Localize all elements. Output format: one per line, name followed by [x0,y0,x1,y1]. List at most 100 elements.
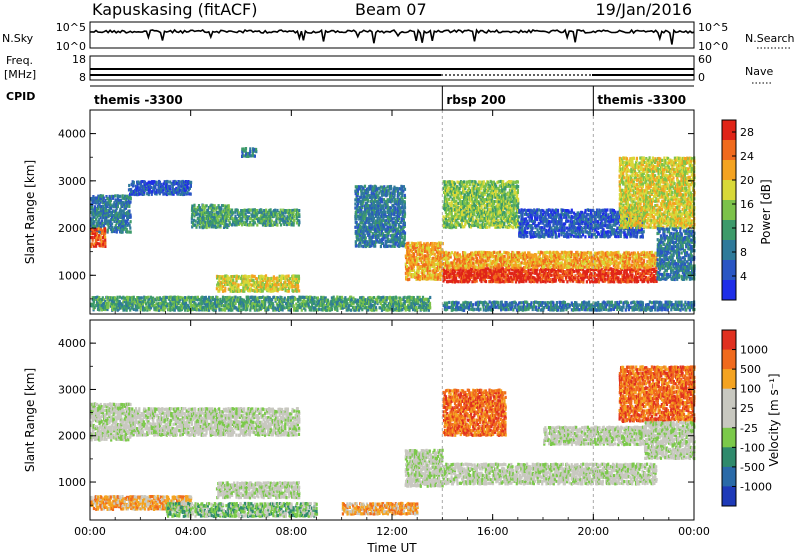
range-gate-cell [338,295,341,299]
range-gate-cell [206,208,210,212]
range-gate-cell [280,278,283,282]
range-gate-cell [221,303,224,308]
range-gate-cell [188,300,191,304]
range-gate-cell [196,295,199,299]
range-gate-cell [118,295,121,299]
range-gate-cell [98,234,101,238]
range-gate-cell [280,218,283,222]
range-gate-cell [106,222,109,226]
range-gate-cell [394,206,397,210]
range-gate-cell [292,289,295,293]
range-gate-cell [166,190,169,194]
range-gate-cell [115,211,118,215]
range-gate-cell [152,304,155,308]
range-gate-cell [203,208,206,212]
range-gate-cell [226,305,229,310]
range-gate-cell [332,295,335,299]
range-gate-cell [366,306,369,310]
range-gate-cell [217,223,220,227]
range-gate-cell [191,208,195,212]
range-gate-cell [236,285,239,289]
range-gate-cell [301,295,304,299]
range-gate-cell [115,217,118,221]
range-gate-cell [147,184,150,189]
range-gate-cell [244,281,247,285]
range-gate-cell [218,306,221,310]
range-gate-cell [97,229,100,233]
range-gate-cell [115,213,118,217]
range-gate-cell [214,308,217,312]
range-gate-cell [292,274,295,278]
range-gate-cell [227,279,230,283]
range-gate-cell [282,221,285,225]
range-gate-cell [136,180,139,184]
range-gate-cell [231,223,234,227]
range-gate-cell [292,304,295,308]
range-gate-cell [369,302,372,306]
range-gate-cell [147,191,150,195]
range-gate-cell [439,277,442,281]
range-gate-cell [281,298,284,302]
range-gate-cell [331,302,335,306]
range-gate-cell [205,301,208,306]
range-gate-cell [228,208,231,212]
range-gate-cell [247,281,251,285]
range-gate-cell [297,274,300,278]
range-gate-cell [345,306,348,310]
range-gate-cell [337,299,340,303]
range-gate-cell [177,299,180,303]
range-gate-cell [103,206,106,211]
range-gate-cell [253,215,256,219]
range-gate-cell [289,308,292,312]
range-gate-cell [234,214,237,218]
range-gate-cell [124,206,128,210]
range-gate-cell [212,218,215,222]
range-gate-cell [187,305,190,310]
range-gate-cell [123,308,126,312]
range-gate-cell [107,224,110,228]
range-gate-cell [253,154,256,158]
range-gate-cell [305,295,308,299]
range-gate-cell [249,308,252,312]
range-gate-cell [107,305,110,309]
range-gate-cell [99,227,102,232]
range-gate-cell [266,281,269,285]
range-gate-cell [129,296,132,300]
range-gate-cell [99,300,102,304]
range-gate-cell [234,289,237,293]
range-gate-cell [100,240,103,244]
range-gate-cell [232,289,235,293]
range-gate-cell [115,230,118,234]
range-gate-cell [101,221,104,226]
range-gate-cell [97,227,100,231]
range-gate-cell [189,192,192,196]
range-gate-cell [272,308,275,312]
range-gate-cell [173,179,176,184]
range-gate-cell [116,197,119,201]
range-gate-cell [132,184,135,188]
range-gate-cell [635,276,638,280]
range-gate-cell [355,307,358,311]
range-gate-cell [597,280,601,284]
range-gate-cell [194,219,197,223]
range-gate-cell [121,226,124,230]
range-gate-cell [146,192,149,196]
range-gate-cell [207,221,210,225]
range-gate-cell [155,180,158,184]
range-gate-cell [196,221,199,225]
range-gate-cell [95,301,98,305]
range-gate-cell [92,298,95,302]
range-gate-cell [126,203,129,207]
range-gate-cell [157,296,160,300]
range-gate-cell [301,299,304,303]
range-gate-cell [218,289,221,293]
range-gate-cell [303,306,306,310]
range-gate-cell [363,300,366,304]
range-gate-cell [401,235,404,239]
range-gate-cell [195,212,198,217]
range-gate-cell [222,275,226,279]
range-gate-cell [194,302,197,306]
range-gate-cell [388,295,392,299]
range-gate-cell [216,300,219,304]
range-gate-cell [203,308,206,312]
